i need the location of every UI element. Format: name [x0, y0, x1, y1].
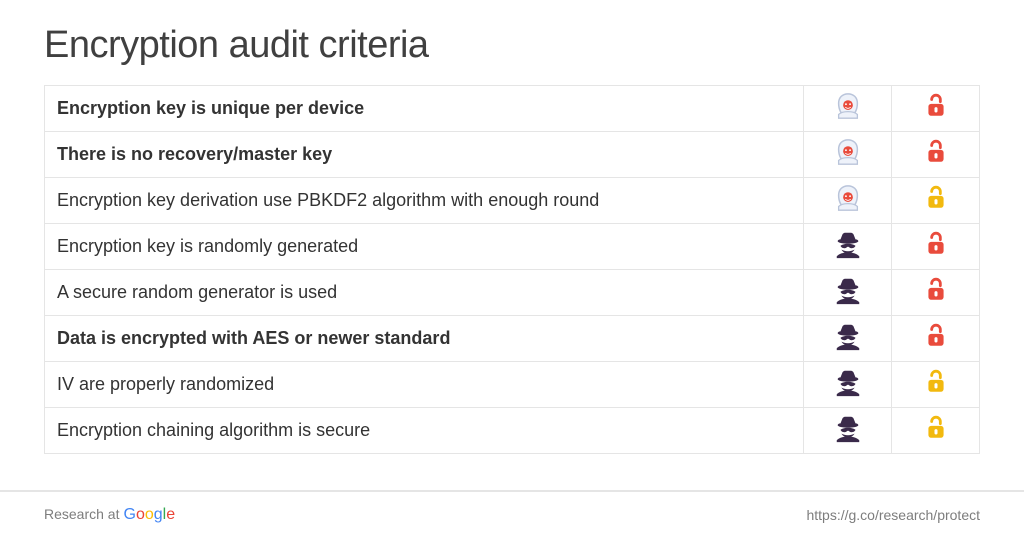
page-title: Encryption audit criteria	[44, 24, 980, 67]
lock-cell	[892, 178, 980, 224]
lock-cell	[892, 270, 980, 316]
criteria-table: Encryption key is unique per deviceThere…	[44, 85, 980, 454]
spy-hat-icon	[833, 321, 863, 356]
lock-cell	[892, 362, 980, 408]
hooded-hacker-icon	[833, 137, 863, 172]
lock-cell	[892, 408, 980, 454]
table-row: Encryption key is unique per device	[45, 86, 980, 132]
broken-lock-red-icon	[923, 276, 949, 309]
actor-cell	[804, 86, 892, 132]
broken-lock-red-icon	[923, 230, 949, 263]
lock-cell	[892, 316, 980, 362]
criteria-label: Encryption chaining algorithm is secure	[45, 408, 804, 454]
lock-cell	[892, 132, 980, 178]
criteria-label: There is no recovery/master key	[45, 132, 804, 178]
lock-cell	[892, 224, 980, 270]
criteria-label: Encryption key is randomly generated	[45, 224, 804, 270]
hooded-hacker-icon	[833, 183, 863, 218]
actor-cell	[804, 362, 892, 408]
table-row: There is no recovery/master key	[45, 132, 980, 178]
lock-yellow-icon	[923, 414, 949, 447]
table-row: IV are properly randomized	[45, 362, 980, 408]
broken-lock-red-icon	[923, 322, 949, 355]
actor-cell	[804, 408, 892, 454]
actor-cell	[804, 178, 892, 224]
spy-hat-icon	[833, 275, 863, 310]
actor-cell	[804, 132, 892, 178]
criteria-label: Data is encrypted with AES or newer stan…	[45, 316, 804, 362]
spy-hat-icon	[833, 367, 863, 402]
spy-hat-icon	[833, 413, 863, 448]
hooded-hacker-icon	[833, 91, 863, 126]
lock-yellow-icon	[923, 368, 949, 401]
lock-cell	[892, 86, 980, 132]
broken-lock-red-icon	[923, 92, 949, 125]
criteria-label: A secure random generator is used	[45, 270, 804, 316]
google-logo: Google	[123, 506, 175, 524]
actor-cell	[804, 316, 892, 362]
criteria-label: IV are properly randomized	[45, 362, 804, 408]
table-row: Encryption key derivation use PBKDF2 alg…	[45, 178, 980, 224]
footer-prefix: Research at	[44, 506, 119, 522]
criteria-label: Encryption key is unique per device	[45, 86, 804, 132]
lock-yellow-icon	[923, 184, 949, 217]
slide: Encryption audit criteria Encryption key…	[0, 0, 1024, 538]
footer: Research at Google https://g.co/research…	[0, 490, 1024, 538]
table-row: Data is encrypted with AES or newer stan…	[45, 316, 980, 362]
broken-lock-red-icon	[923, 138, 949, 171]
table-row: Encryption key is randomly generated	[45, 224, 980, 270]
actor-cell	[804, 224, 892, 270]
footer-brand: Research at Google	[44, 506, 175, 524]
table-row: A secure random generator is used	[45, 270, 980, 316]
footer-url: https://g.co/research/protect	[806, 507, 980, 523]
table-row: Encryption chaining algorithm is secure	[45, 408, 980, 454]
spy-hat-icon	[833, 229, 863, 264]
actor-cell	[804, 270, 892, 316]
criteria-label: Encryption key derivation use PBKDF2 alg…	[45, 178, 804, 224]
